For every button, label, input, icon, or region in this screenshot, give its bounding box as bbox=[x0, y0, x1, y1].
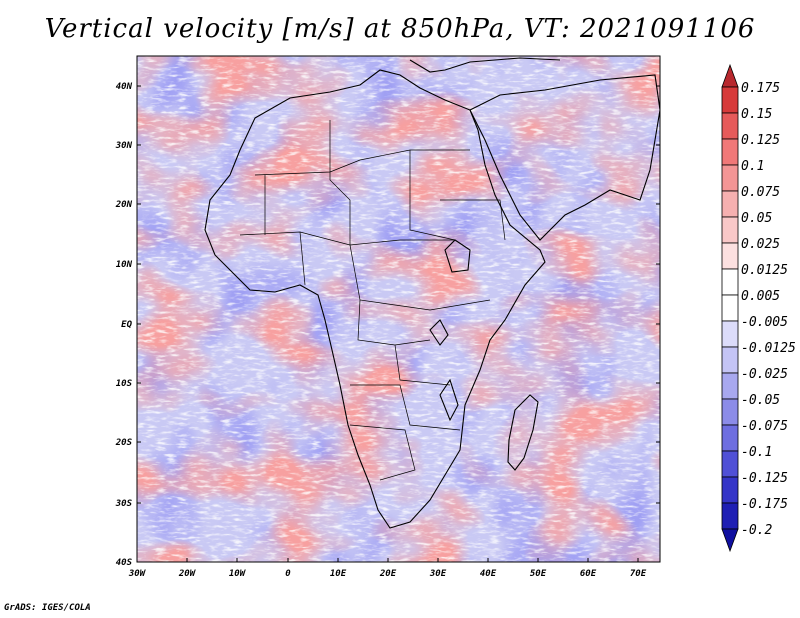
colorbar-swatch bbox=[721, 138, 739, 166]
colorbar-swatch bbox=[721, 476, 739, 504]
colorbar-swatch bbox=[721, 372, 739, 400]
colorbar-label: -0.1 bbox=[741, 445, 772, 460]
colorbar-label: -0.2 bbox=[741, 523, 772, 538]
colorbar-label: 0.005 bbox=[741, 289, 780, 304]
colorbar-label: 0.175 bbox=[741, 81, 780, 96]
lat-label: 30N bbox=[115, 141, 133, 151]
lon-label: 30E bbox=[429, 569, 447, 579]
map-title: Vertical velocity [m/s] at 850hPa, VT: 2… bbox=[44, 14, 756, 44]
colorbar: 0.175 0.15 0.125 0.1 0.075 0.05 0.025 0.0125 0.0… bbox=[721, 63, 796, 553]
colorbar-label: 0.1 bbox=[741, 159, 764, 174]
lat-label: 10N bbox=[116, 260, 133, 270]
lon-label: 20W bbox=[178, 569, 197, 579]
lat-label: EQ bbox=[121, 320, 132, 330]
colorbar-swatch bbox=[721, 346, 739, 374]
colorbar-label: 0.05 bbox=[741, 211, 772, 226]
colorbar-label: 0.025 bbox=[741, 237, 780, 252]
colorbar-swatch bbox=[721, 294, 739, 322]
lon-label: 20E bbox=[379, 569, 397, 579]
colorbar-bottom-arrow bbox=[721, 528, 739, 553]
footer-credit: GrADS: IGES/COLA bbox=[4, 603, 91, 613]
colorbar-swatch bbox=[721, 268, 739, 296]
lat-axis bbox=[137, 85, 660, 504]
colorbar-swatch bbox=[721, 190, 739, 218]
lat-label: 20N bbox=[115, 200, 133, 210]
lon-label: 60E bbox=[580, 569, 597, 579]
colorbar-label: 0.125 bbox=[741, 133, 780, 148]
colorbar-swatch bbox=[721, 320, 739, 348]
coastlines bbox=[204, 57, 660, 529]
colorbar-label: 0.075 bbox=[741, 185, 780, 200]
lon-label: 40E bbox=[480, 569, 497, 579]
lon-label: 10E bbox=[330, 569, 347, 579]
colorbar-label: -0.0125 bbox=[741, 341, 796, 356]
colorbar-swatch bbox=[721, 164, 739, 192]
colorbar-swatch bbox=[721, 242, 739, 270]
colorbar-label: 0.0125 bbox=[741, 263, 788, 278]
country-borders bbox=[239, 120, 506, 481]
lon-label: 70E bbox=[630, 569, 647, 579]
colorbar-label: -0.05 bbox=[741, 393, 780, 408]
lat-label: 10S bbox=[116, 379, 133, 389]
colorbar-label: -0.005 bbox=[741, 315, 788, 330]
lat-label: 40N bbox=[116, 82, 133, 92]
velocity-field bbox=[137, 56, 660, 562]
colorbar-top-arrow bbox=[721, 63, 739, 88]
colorbar-swatch bbox=[721, 216, 739, 244]
colorbar-label: -0.075 bbox=[741, 419, 788, 434]
lon-label: 30W bbox=[128, 569, 147, 579]
colorbar-swatch bbox=[721, 86, 739, 114]
colorbar-label: -0.025 bbox=[741, 367, 788, 382]
lat-label: 20S bbox=[115, 438, 133, 448]
colorbar-swatch bbox=[721, 450, 739, 478]
lon-axis bbox=[186, 558, 639, 562]
lon-label: 50E bbox=[530, 569, 547, 579]
map-frame bbox=[136, 55, 661, 563]
colorbar-swatch bbox=[721, 424, 739, 452]
lat-label: 30S bbox=[115, 499, 133, 509]
colorbar-label: -0.175 bbox=[741, 497, 788, 512]
colorbar-label: 0.15 bbox=[741, 107, 772, 122]
colorbar-swatch bbox=[721, 502, 739, 530]
lon-label: 0 bbox=[285, 569, 291, 579]
colorbar-swatch bbox=[721, 398, 739, 426]
colorbar-label: -0.125 bbox=[741, 471, 788, 486]
lat-label: 40S bbox=[116, 558, 133, 568]
lon-label: 10W bbox=[229, 569, 247, 579]
colorbar-swatch bbox=[721, 112, 739, 140]
